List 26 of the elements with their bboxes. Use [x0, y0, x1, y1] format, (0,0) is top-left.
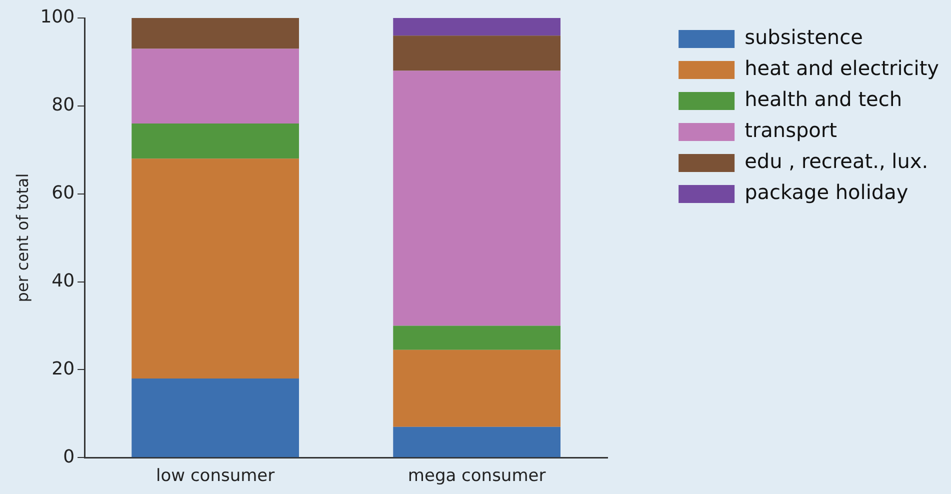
bar: [132, 124, 299, 159]
x-tick-label: mega consumer: [408, 466, 546, 486]
y-tick-label: 60: [52, 182, 75, 204]
y-tick-label: 40: [52, 270, 75, 292]
y-tick-label: 80: [52, 94, 75, 116]
bar: [393, 326, 560, 350]
bar: [132, 158, 299, 378]
y-axis-title: per cent of total: [12, 173, 32, 302]
legend-label: heat and electricity: [744, 56, 940, 80]
y-tick-label: 0: [63, 446, 75, 468]
bar: [393, 70, 560, 326]
y-tick-label: 20: [52, 358, 75, 380]
bar: [132, 18, 299, 49]
y-tick-label: 100: [40, 6, 75, 28]
legend-label: health and tech: [744, 87, 902, 112]
legend-label: transport: [744, 118, 838, 142]
bar: [393, 36, 560, 71]
legend-label: package holiday: [744, 180, 908, 204]
legend-label: edu , recreat., lux.: [744, 149, 928, 174]
bar: [132, 48, 299, 124]
bar: [393, 18, 560, 36]
bar: [132, 378, 299, 458]
legend-label: subsistence: [744, 25, 863, 50]
x-tick-label: low consumer: [156, 466, 275, 486]
bar: [393, 350, 560, 427]
bar: [393, 426, 560, 458]
